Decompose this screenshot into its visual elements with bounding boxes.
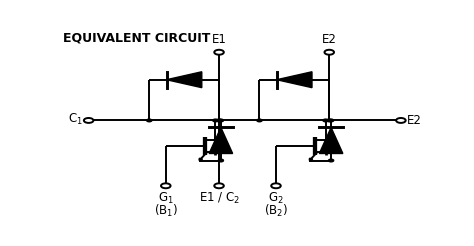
- Text: G$_1$: G$_1$: [158, 190, 173, 206]
- Circle shape: [257, 119, 262, 122]
- Text: E2: E2: [407, 114, 422, 127]
- Polygon shape: [209, 127, 233, 154]
- Circle shape: [213, 119, 218, 122]
- Text: (B$_2$): (B$_2$): [264, 203, 288, 219]
- Circle shape: [219, 159, 223, 162]
- Circle shape: [327, 119, 332, 122]
- Polygon shape: [310, 158, 313, 160]
- Circle shape: [328, 119, 334, 122]
- Circle shape: [219, 119, 223, 122]
- Circle shape: [323, 119, 328, 122]
- Circle shape: [217, 119, 222, 122]
- Text: E1: E1: [211, 33, 227, 46]
- Text: C$_1$: C$_1$: [68, 112, 83, 127]
- Circle shape: [146, 119, 152, 122]
- Polygon shape: [166, 72, 202, 88]
- Text: G$_2$: G$_2$: [268, 190, 284, 206]
- Polygon shape: [277, 72, 312, 88]
- Text: (B$_1$): (B$_1$): [154, 203, 178, 219]
- Circle shape: [328, 159, 334, 162]
- Polygon shape: [319, 127, 343, 154]
- Text: EQUIVALENT CIRCUIT: EQUIVALENT CIRCUIT: [63, 31, 210, 45]
- Text: E1 / C$_2$: E1 / C$_2$: [199, 190, 239, 206]
- Polygon shape: [199, 158, 203, 160]
- Text: E2: E2: [322, 33, 337, 46]
